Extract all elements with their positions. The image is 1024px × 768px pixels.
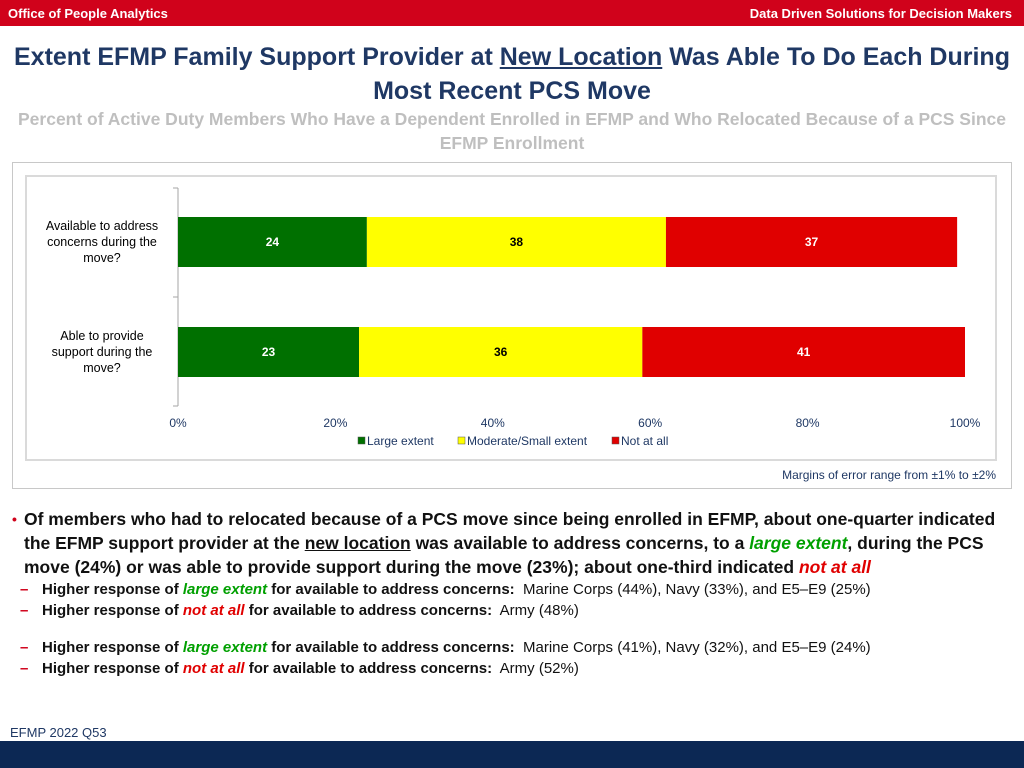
bar-segment — [178, 327, 360, 377]
dash-icon: – — [20, 639, 29, 656]
bar-data-label: 24 — [266, 235, 280, 249]
sub-detail: Army (52%) — [499, 660, 579, 677]
bar-segment — [178, 217, 367, 267]
sub-post: for available to address concerns: — [248, 602, 493, 619]
category-label: Able to provide — [60, 329, 143, 343]
legend-label: Large extent — [367, 434, 434, 448]
category-label: concerns during the — [47, 235, 157, 249]
sub-detail: Marine Corps (41%), Navy (32%), and E5–E… — [523, 639, 871, 656]
sub-key: large extent — [182, 581, 268, 598]
bar-data-label: 37 — [805, 235, 819, 249]
bullet-text-2: was available to address concerns, to a — [415, 533, 745, 553]
bar-segment — [665, 217, 958, 267]
title-underlined: New Location — [499, 43, 663, 71]
bar-segment — [359, 327, 643, 377]
x-tick-label: 20% — [323, 416, 347, 430]
source-label: EFMP 2022 Q53 — [10, 725, 107, 740]
x-tick-label: 60% — [638, 416, 662, 430]
header-right-text: Data Driven Solutions for Decision Maker… — [749, 6, 1012, 21]
sub-bullet: – Higher response of large extent for av… — [12, 637, 1012, 658]
sub-bullet: – Higher response of large extent for av… — [12, 579, 1012, 600]
sub-post: for available to address concerns: — [248, 660, 493, 677]
sub-bullet: – Higher response of not at all for avai… — [12, 600, 1012, 621]
sub-bullet: – Higher response of not at all for avai… — [12, 658, 1012, 679]
legend-label: Moderate/Small extent — [467, 434, 588, 448]
bar-data-label: 38 — [510, 235, 524, 249]
x-tick-label: 100% — [950, 416, 981, 430]
sub-detail: Marine Corps (44%), Navy (33%), and E5–E… — [523, 581, 871, 598]
findings: • Of members who had to relocated becaus… — [12, 507, 1012, 679]
margin-of-error-note: Margins of error range from ±1% to ±2% — [782, 468, 996, 482]
dash-icon: – — [20, 660, 29, 677]
dash-icon: – — [20, 581, 29, 598]
legend-label: Not at all — [621, 434, 668, 448]
bullet-text-1: Of members who had to relocated because … — [24, 509, 996, 553]
dash-icon: – — [20, 602, 29, 619]
bullet-dot-icon: • — [12, 511, 17, 527]
sub-pre: Higher response of — [42, 581, 179, 598]
bar-segment — [642, 327, 965, 377]
title-part2: Was Able To Do Each During Most Recent P… — [373, 43, 1010, 105]
bar-data-label: 36 — [494, 345, 508, 359]
x-tick-label: 0% — [169, 416, 187, 430]
bullet-text-3: , during the PCS move (24%) or was able … — [24, 533, 984, 577]
category-label: support during the — [52, 345, 153, 359]
spacer — [12, 621, 1012, 637]
sub-pre: Higher response of — [42, 639, 179, 656]
sub-key: not at all — [182, 660, 245, 677]
x-tick-label: 40% — [481, 416, 505, 430]
bar-data-label: 41 — [797, 345, 811, 359]
sub-pre: Higher response of — [42, 660, 179, 677]
sub-post: for available to address concerns: — [271, 639, 515, 656]
title-part1: Extent EFMP Family Support Provider at — [14, 43, 493, 71]
legend-swatch — [457, 436, 466, 445]
footer-bar — [0, 741, 1024, 768]
legend-swatch — [611, 436, 620, 445]
bullet-large-extent: large extent — [749, 533, 848, 553]
header-left-text: Office of People Analytics — [8, 6, 168, 21]
plot-area — [25, 175, 997, 461]
category-label: move? — [83, 251, 121, 265]
bullet-underline: new location — [304, 533, 411, 553]
category-label: Available to address — [46, 219, 158, 233]
sub-pre: Higher response of — [42, 602, 179, 619]
chart-frame — [12, 162, 1012, 489]
legend-swatch — [357, 436, 366, 445]
bullet-not-at-all: not at all — [798, 557, 871, 577]
sub-detail: Army (48%) — [499, 602, 579, 619]
bar-data-label: 23 — [262, 345, 276, 359]
page-subtitle: Percent of Active Duty Members Who Have … — [18, 109, 1006, 153]
main-bullet: • Of members who had to relocated becaus… — [12, 507, 1012, 579]
x-tick-label: 80% — [796, 416, 820, 430]
page-title: Extent EFMP Family Support Provider at N… — [0, 40, 1024, 108]
sub-post: for available to address concerns: — [271, 581, 515, 598]
header-bar: Office of People Analytics Data Driven S… — [0, 0, 1024, 26]
bar-segment — [366, 217, 666, 267]
sub-key: large extent — [182, 639, 268, 656]
sub-key: not at all — [182, 602, 245, 619]
category-label: move? — [83, 361, 121, 375]
